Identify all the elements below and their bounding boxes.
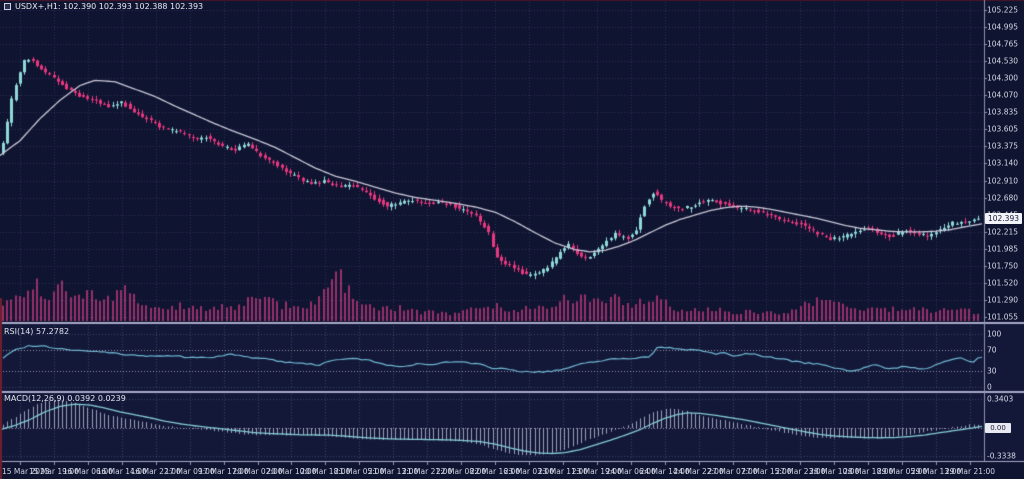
- price-axis-label: 102.215: [987, 226, 1019, 236]
- rsi-indicator-label: RSI(14) 57.2782: [4, 327, 70, 336]
- chart-title: USDX+,H1: 102.390 102.393 102.388 102.39…: [4, 2, 203, 11]
- time-axis-label: 21 Mar 21:00: [402, 467, 453, 476]
- price-axis-label: 104.300: [987, 73, 1019, 83]
- rsi-axis-label: 100: [987, 329, 1002, 339]
- time-axis-label: 29 Mar 13:00: [911, 467, 962, 476]
- time-axis-label: 23 Mar 11:00: [537, 467, 588, 476]
- price-axis-label: 102.910: [987, 175, 1019, 185]
- time-axis-label: 16 Mar 22:00: [130, 467, 181, 476]
- time-axis-label: 29 Mar 05:00: [877, 467, 928, 476]
- price-axis-label: 101.750: [987, 261, 1019, 271]
- time-axis-label: 24 Mar 22:00: [673, 467, 724, 476]
- time-axis-label: 17 Mar 09:00: [164, 467, 215, 476]
- macd-indicator-label: MACD(12,26,9) 0.0392 0.0239: [4, 394, 126, 403]
- chart-symbol-icon: [4, 3, 11, 10]
- time-axis-label: 29 Mar 21:00: [944, 467, 996, 476]
- time-axis-label: 23 Mar 19:00: [571, 467, 622, 476]
- rsi-axis-label: 30: [987, 366, 997, 376]
- price-axis-label: 103.835: [987, 107, 1019, 117]
- rsi-axis-label: 70: [987, 345, 997, 355]
- macd-current-value-tag: 0.00: [985, 423, 1011, 433]
- time-axis-label: 27 Mar 23:00: [775, 467, 826, 476]
- price-axis-label: 103.375: [987, 141, 1019, 151]
- time-axis-label: 24 Mar 06:00: [605, 467, 656, 476]
- time-axis-label: 20 Mar 18:00: [300, 467, 351, 476]
- time-axis-label: 24 Mar 14:00: [639, 467, 690, 476]
- price-axis-label: 101.290: [987, 295, 1019, 305]
- time-axis-label: 17 Mar 17:00: [198, 467, 249, 476]
- macd-axis-label: 0.3403: [987, 394, 1014, 404]
- time-axis-label: 16 Mar 06:00: [62, 467, 113, 476]
- price-axis-label: 104.530: [987, 56, 1019, 66]
- price-axis-label: 101.985: [987, 244, 1019, 254]
- price-axis-label: 101.520: [987, 278, 1019, 288]
- price-axis-label: 102.680: [987, 192, 1019, 202]
- time-axis-label: 27 Mar 07:00: [707, 467, 758, 476]
- time-axis-label: 22 Mar 08:00: [436, 467, 487, 476]
- time-axis-label: 20 Mar 02:00: [232, 467, 283, 476]
- time-axis-label: 15 Mar 2023: [2, 467, 50, 476]
- price-axis-label: 101.055: [987, 312, 1019, 322]
- price-axis-label: 104.070: [987, 90, 1019, 100]
- price-axis-label: 105.225: [987, 5, 1019, 15]
- price-axis-label: 103.605: [987, 124, 1019, 134]
- time-axis-label: 28 Mar 10:00: [809, 467, 860, 476]
- time-axis-label: 21 Mar 05:00: [334, 467, 385, 476]
- time-axis-label: 20 Mar 10:00: [266, 467, 317, 476]
- time-axis-label: 22 Mar 16:00: [469, 467, 521, 476]
- macd-axis-label: -0.3338: [987, 451, 1016, 461]
- price-axis-label: 104.995: [987, 22, 1019, 32]
- time-axis-label: 16 Mar 14:00: [96, 467, 147, 476]
- chart-title-text: USDX+,H1: 102.390 102.393 102.388 102.39…: [15, 2, 204, 11]
- rsi-axis-label: 0: [987, 382, 992, 392]
- time-axis-label: 15 Mar 19:00: [28, 467, 79, 476]
- time-axis-label: 27 Mar 15:00: [741, 467, 792, 476]
- price-axis-label: 104.765: [987, 39, 1019, 49]
- price-axis-label: 103.140: [987, 158, 1019, 168]
- current-price-tag: 102.393: [985, 212, 1022, 224]
- time-axis-label: 21 Mar 13:00: [368, 467, 419, 476]
- time-axis-label: 23 Mar 03:00: [503, 467, 554, 476]
- time-axis-label: 28 Mar 18:00: [843, 467, 894, 476]
